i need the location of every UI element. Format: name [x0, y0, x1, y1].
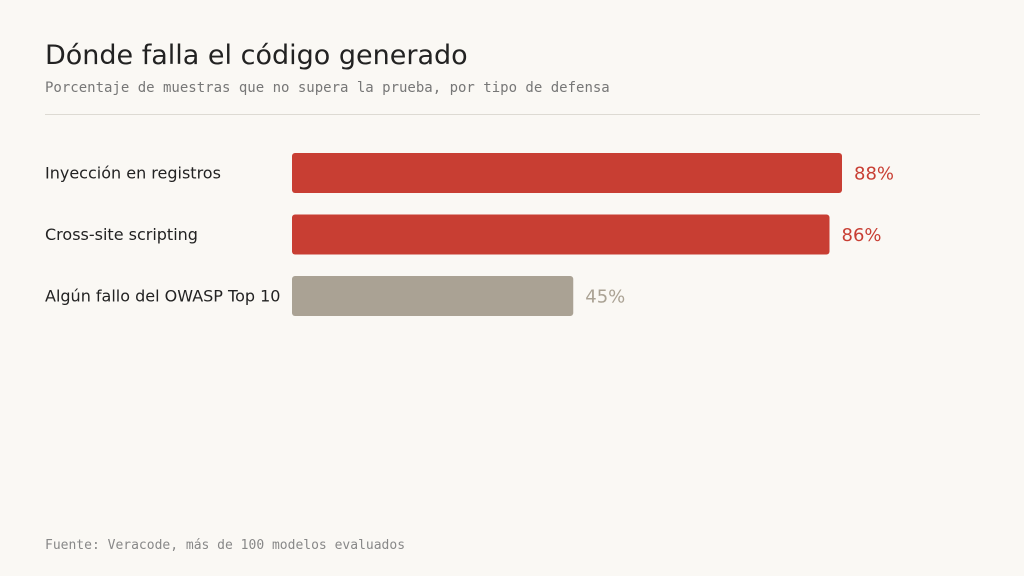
category-label: Cross-site scripting	[45, 225, 198, 244]
category-label: Inyección en registros	[45, 164, 221, 183]
chart-title: Dónde falla el código generado	[45, 40, 468, 71]
value-label: 86%	[842, 225, 882, 246]
chart-subtitle: Porcentaje de muestras que no supera la …	[45, 80, 610, 96]
chart-source: Fuente: Veracode, más de 100 modelos eva…	[45, 538, 406, 553]
bar	[292, 276, 574, 316]
title-divider	[45, 114, 980, 115]
value-label: 45%	[585, 287, 625, 308]
value-label: 88%	[854, 164, 894, 185]
category-label: Algún fallo del OWASP Top 10	[45, 287, 280, 306]
bar	[292, 153, 842, 193]
bar	[292, 214, 830, 255]
